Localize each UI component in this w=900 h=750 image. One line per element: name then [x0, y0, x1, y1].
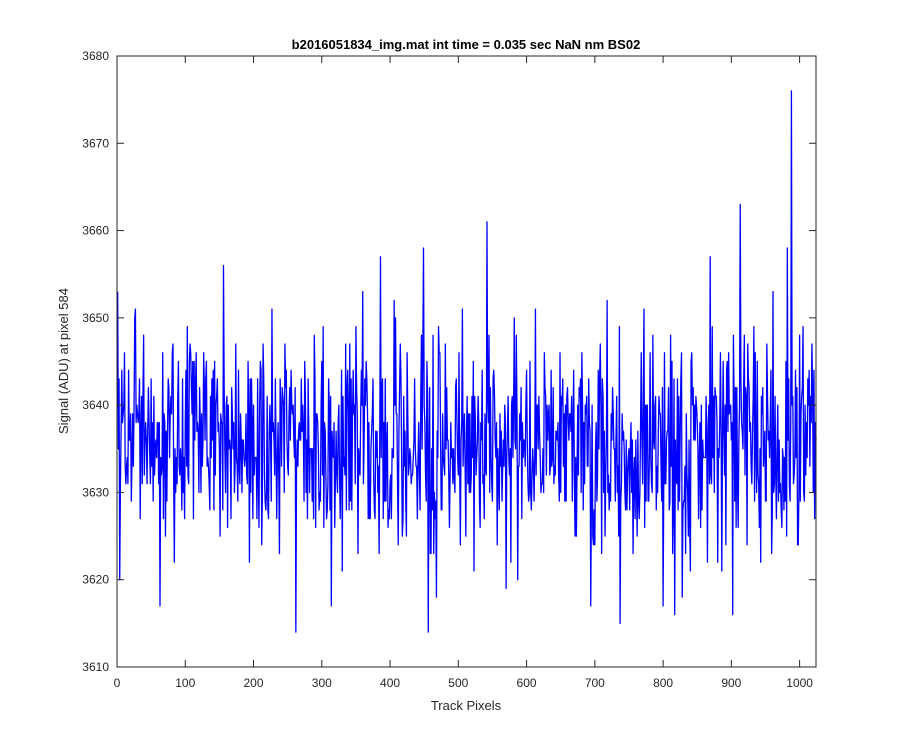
y-tick-label: 3620	[82, 573, 109, 587]
chart-title: b2016051834_img.mat int time = 0.035 sec…	[292, 37, 641, 52]
plot-frame	[116, 55, 817, 668]
y-axis: 3610 3620 3630 3640 3650 3660 3670 3680	[82, 49, 816, 674]
x-tick-label: 800	[653, 676, 673, 690]
x-axis-label: Track Pixels	[431, 698, 502, 713]
y-axis-label: Signal (ADU) at pixel 584	[56, 288, 71, 434]
x-tick-label: 400	[380, 676, 400, 690]
x-tick-label: 300	[312, 676, 332, 690]
series-layer	[117, 90, 817, 633]
x-tick-label: 900	[721, 676, 741, 690]
x-tick-label: 0	[114, 676, 121, 690]
y-tick-label: 3680	[82, 49, 109, 63]
x-tick-label: 500	[448, 676, 468, 690]
x-tick-label: 200	[244, 676, 264, 690]
plot-area	[117, 56, 816, 667]
y-tick-label: 3630	[82, 485, 109, 499]
x-axis: 0 100 200 300 400 500 600 700 800 900 1000	[114, 56, 813, 690]
x-tick-label: 600	[517, 676, 537, 690]
y-tick-label: 3670	[82, 136, 109, 150]
series-line	[117, 90, 817, 633]
y-tick-label: 3610	[82, 660, 109, 674]
x-tick-label: 100	[175, 676, 195, 690]
y-tick-label: 3660	[82, 224, 109, 238]
x-tick-label: 700	[585, 676, 605, 690]
y-tick-label: 3650	[82, 311, 109, 325]
x-tick-label: 1000	[786, 676, 813, 690]
y-tick-label: 3640	[82, 398, 109, 412]
